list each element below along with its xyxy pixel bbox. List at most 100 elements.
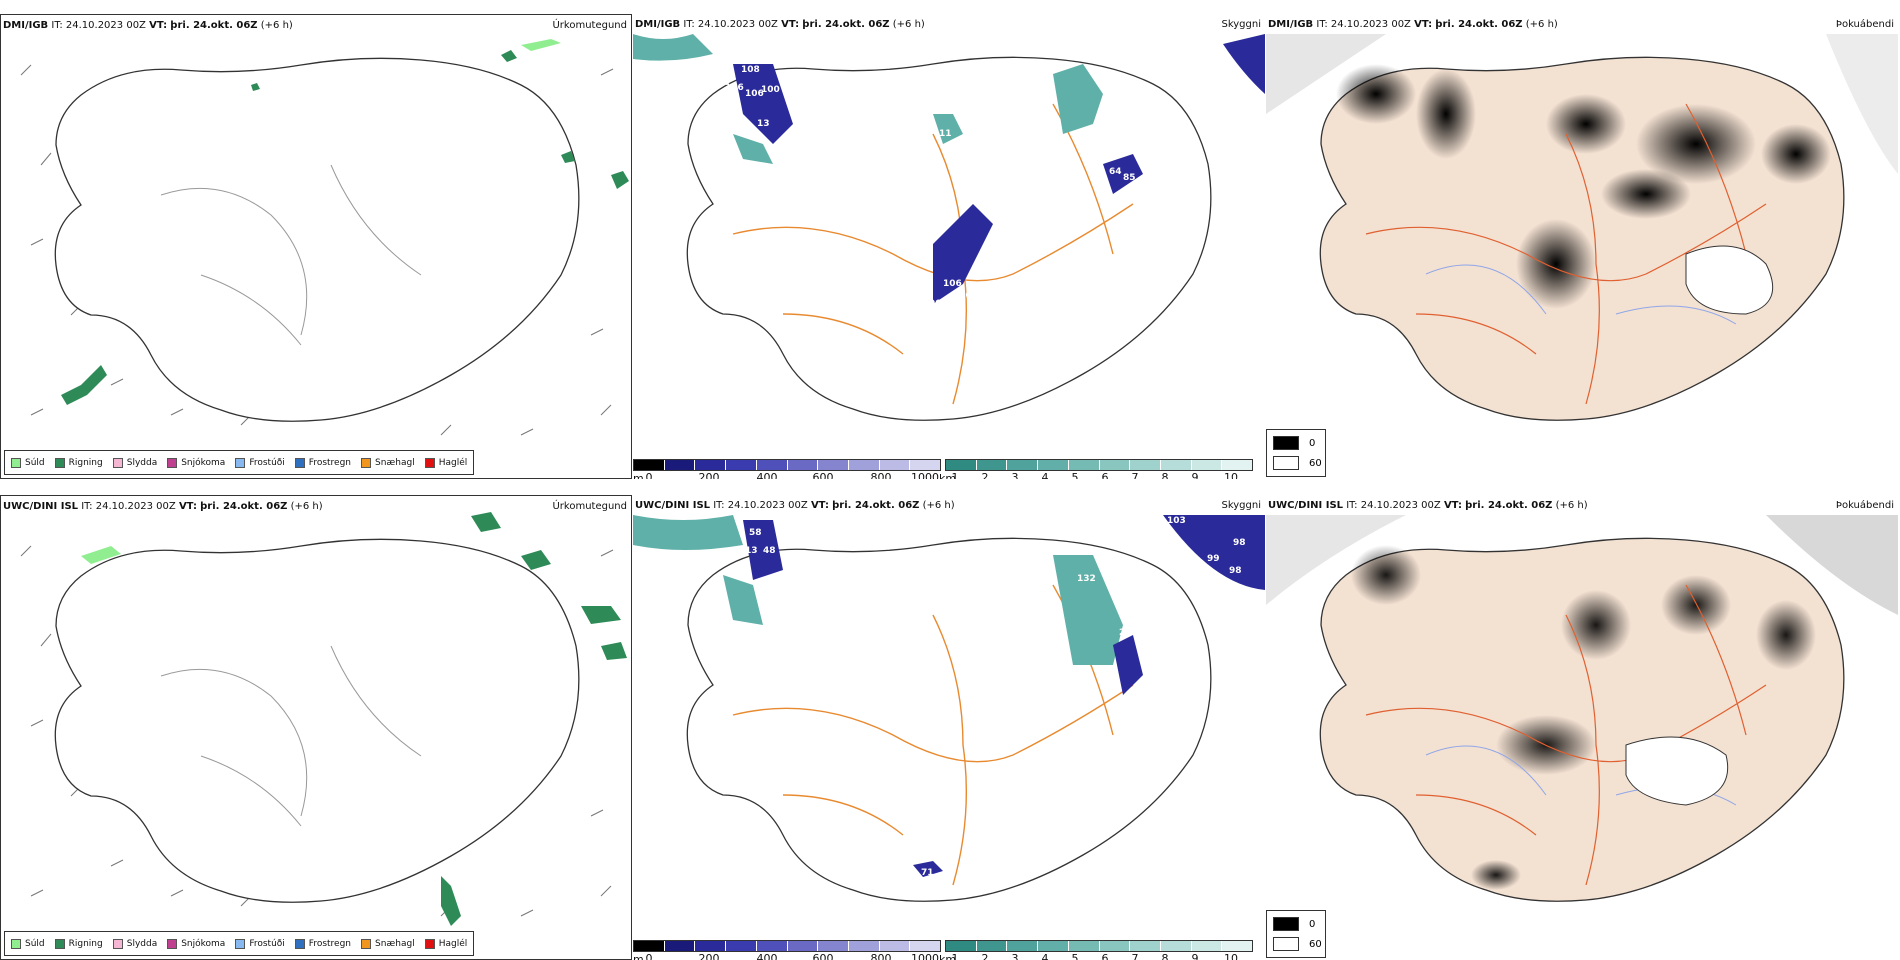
tick-label: 8 (1161, 471, 1169, 479)
param-name: Úrkomutegund (552, 20, 627, 31)
it-value: 24.10.2023 00Z (65, 20, 146, 31)
legend-label: Slydda (126, 938, 158, 949)
tick-label: 9 (1191, 471, 1199, 479)
precip-panel-bottom: UWC/DINI ISL IT: 24.10.2023 00Z VT: þri.… (0, 495, 632, 960)
colorbar-segment (1160, 460, 1192, 470)
legend-item-snjokoma: Snjókoma (167, 938, 226, 949)
precip-legend: Súld Rigning Slydda Snjókoma Frostúði Fr… (4, 450, 475, 475)
legend-label: Haglél (438, 457, 468, 468)
vt-label: VT: (178, 501, 197, 512)
precip-map-top (20, 39, 629, 436)
precip-legend: Súld Rigning Slydda Snjókoma Frostúði Fr… (4, 931, 475, 956)
legend-item-frostudi: Frostúði (235, 938, 285, 949)
legend-swatch (1273, 917, 1299, 931)
legend-label: Haglél (438, 938, 468, 949)
vis-label: 71 (921, 868, 934, 878)
vis-label: 11 (939, 129, 952, 139)
tick-label: 7 (1131, 471, 1139, 479)
tick-label: 800 (870, 471, 892, 479)
colorbar-segment (1222, 460, 1253, 470)
vt-label: VT: (1443, 500, 1462, 511)
vt-value: þri. 24.okt. 06Z (832, 500, 920, 511)
legend-swatch (235, 938, 246, 949)
colorbar-segment (910, 941, 941, 951)
fog-legend-item: 60 (1273, 937, 1322, 951)
legend-swatch (11, 938, 21, 949)
legend-swatch (235, 457, 246, 468)
colorbar-segment (695, 460, 727, 470)
tick-label: 0 (645, 952, 653, 960)
colorbar-segment (879, 460, 911, 470)
vis-label: 13 (745, 546, 758, 556)
vis-label: 85 (1123, 173, 1136, 183)
colorbar-segment (848, 941, 880, 951)
cloud-map-bottom: 58 48 13 132 24 182 71 103 98 99 98 (633, 515, 1265, 902)
tick-label: 6 (1101, 952, 1109, 960)
colorbar-km (945, 940, 1253, 952)
vis-label: 57 (1089, 157, 1102, 167)
colorbar-segment (634, 941, 665, 951)
legend-label: Snæhagl (375, 457, 415, 468)
legend-label: 0 (1309, 918, 1316, 930)
colorbar-segment (976, 941, 1008, 951)
colorbar-segment (818, 460, 849, 470)
vis-label: 98 (1229, 566, 1242, 576)
legend-swatch (1273, 436, 1299, 450)
colorbar-segment (1191, 460, 1223, 470)
it-label: IT: (713, 500, 725, 511)
colorbar-segment (1038, 460, 1069, 470)
colorbar-segment (879, 941, 911, 951)
legend-item-frostudi: Frostúði (235, 457, 285, 468)
legend-swatch (361, 938, 372, 949)
vt-label: VT: (781, 19, 800, 30)
tick-label: 400 (756, 471, 778, 479)
legend-swatch (112, 938, 123, 949)
param-name: Þokuábendi (1835, 19, 1894, 30)
legend-item-snaehagl: Snæhagl (361, 938, 415, 949)
vt-value: þri. 24.okt. 06Z (1435, 19, 1523, 30)
tick-label: 4 (1041, 952, 1049, 960)
panel-header: DMI/IGB IT: 24.10.2023 00Z VT: þri. 24.o… (1268, 19, 1896, 35)
vis-label: 100 (945, 305, 964, 315)
cloud-panel-bottom: 58 48 13 132 24 182 71 103 98 99 98 UWC/… (633, 495, 1265, 960)
vis-label: 24 (1119, 628, 1132, 638)
it-label: IT: (1346, 500, 1358, 511)
fog-map-bottom (1266, 515, 1898, 902)
precip-panel-top: DMI/IGB IT: 24.10.2023 00Z VT: þri. 24.o… (0, 14, 632, 479)
legend-item-slydda: Slydda (112, 938, 158, 949)
lead-time: (+6 h) (1525, 19, 1558, 30)
it-label: IT: (1316, 19, 1328, 30)
lead-time: (+6 h) (892, 19, 925, 30)
legend-item-slydda: Slydda (112, 457, 157, 468)
legend-label: Snjókoma (181, 938, 226, 949)
vis-label: 106 (725, 83, 744, 93)
precip-map-bottom (20, 512, 627, 926)
colorbar-segment (787, 941, 819, 951)
param-name: Þokuábendi (1835, 500, 1894, 511)
vt-value: þri. 24.okt. 06Z (1465, 500, 1553, 511)
colorbar-segment (1007, 941, 1039, 951)
colorbar-unit-m: m (633, 472, 644, 479)
legend-item-frostregn: Frostregn (294, 938, 351, 949)
vis-label: 122 (1141, 153, 1160, 163)
legend-swatch (1273, 937, 1299, 951)
tick-label: 200 (698, 952, 720, 960)
model-name: UWC/DINI ISL (3, 501, 79, 512)
tick-label: 9 (1191, 952, 1199, 960)
legend-label: Súld (25, 938, 45, 949)
legend-item-haglel: Haglél (424, 938, 468, 949)
legend-label: Rigning (68, 457, 103, 468)
colorbar-segment (787, 460, 819, 470)
vis-label: 48 (763, 546, 776, 556)
colorbar-segment (1099, 941, 1131, 951)
tick-label: 200 (698, 471, 720, 479)
legend-item-haglel: Haglél (424, 457, 468, 468)
vt-label: VT: (1414, 19, 1433, 30)
legend-swatch (424, 938, 435, 949)
fog-legend: 0 60 (1266, 910, 1326, 958)
legend-swatch (54, 938, 65, 949)
colorbar-ticks-m: 0 200 400 600 800 1000 (633, 471, 940, 479)
vis-label: 132 (1077, 574, 1096, 584)
tick-label: 1000 (911, 471, 939, 479)
colorbar-segment (946, 941, 977, 951)
